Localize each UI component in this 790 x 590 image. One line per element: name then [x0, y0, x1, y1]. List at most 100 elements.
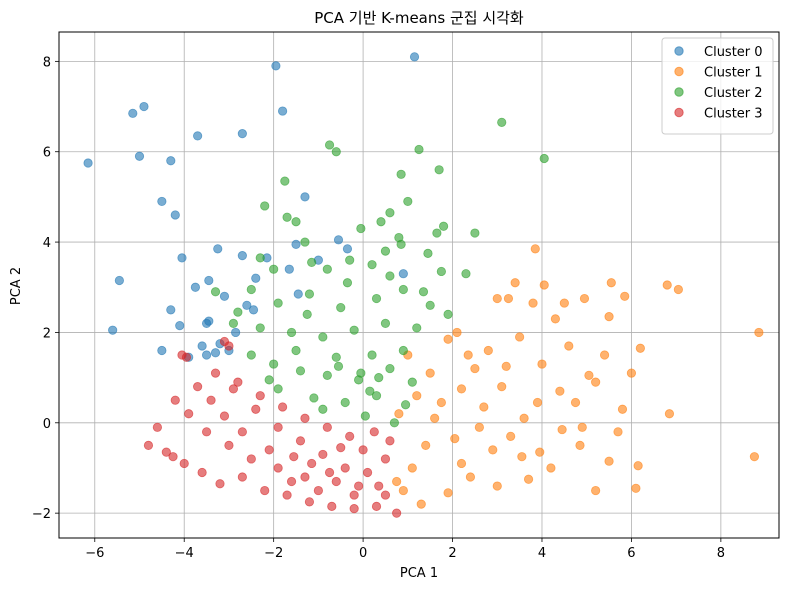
data-point	[224, 440, 234, 450]
data-point	[497, 117, 507, 127]
data-point	[535, 447, 545, 457]
data-point	[380, 246, 391, 256]
data-point	[546, 463, 556, 473]
data-point	[492, 293, 502, 304]
data-point	[304, 289, 315, 299]
y-tick-label: −2	[32, 507, 51, 522]
data-point	[204, 316, 214, 326]
data-point	[170, 395, 180, 405]
data-point	[396, 239, 406, 249]
data-point	[177, 253, 187, 263]
data-point	[304, 497, 315, 507]
data-point	[184, 409, 194, 419]
data-point	[604, 456, 614, 466]
data-point	[450, 434, 460, 444]
legend-marker	[674, 107, 684, 118]
data-point	[398, 284, 408, 295]
data-point	[210, 348, 221, 358]
data-point	[380, 454, 391, 464]
data-point	[673, 284, 683, 295]
data-point	[206, 395, 216, 405]
data-point	[577, 422, 587, 432]
data-point	[260, 201, 270, 211]
series-cluster-1	[392, 244, 764, 509]
data-point	[273, 422, 283, 432]
data-point	[403, 196, 413, 207]
data-point	[474, 422, 484, 432]
data-point	[280, 176, 290, 186]
data-point	[219, 411, 230, 421]
data-point	[354, 481, 364, 491]
data-point	[479, 402, 489, 412]
y-tick-label: 6	[43, 146, 51, 161]
data-point	[251, 273, 261, 283]
data-point	[365, 386, 375, 396]
data-point	[519, 413, 529, 423]
data-point	[313, 485, 323, 496]
data-point	[425, 368, 435, 378]
data-point	[237, 251, 247, 261]
data-point	[201, 427, 212, 437]
data-point	[324, 467, 335, 478]
data-point	[264, 375, 274, 385]
data-point	[371, 293, 382, 304]
data-point	[157, 345, 167, 356]
data-point	[273, 298, 283, 308]
data-point	[515, 332, 525, 342]
legend-label: Cluster 0	[704, 45, 763, 60]
data-point	[251, 404, 261, 414]
data-point	[231, 327, 241, 338]
data-point	[309, 393, 319, 403]
chart-title: PCA 기반 K-means 군집 시각화	[314, 9, 524, 27]
data-point	[345, 255, 355, 265]
data-point	[322, 370, 332, 380]
data-point	[179, 458, 189, 469]
data-point	[456, 384, 467, 394]
data-point	[436, 397, 446, 408]
data-point	[342, 244, 353, 254]
data-point	[168, 452, 178, 462]
data-point	[197, 467, 207, 478]
data-point	[331, 147, 341, 157]
data-point	[349, 490, 359, 500]
data-point	[108, 325, 118, 335]
legend-box	[661, 37, 774, 135]
data-point	[336, 302, 346, 313]
data-point	[409, 52, 420, 62]
data-point	[210, 287, 221, 297]
data-point	[463, 350, 473, 360]
data-point	[501, 361, 511, 371]
legend-label: Cluster 1	[704, 66, 763, 81]
data-point	[371, 501, 382, 511]
data-point	[269, 264, 279, 274]
data-point	[412, 323, 422, 333]
data-point	[333, 235, 344, 245]
data-point	[340, 463, 350, 473]
data-point	[407, 463, 417, 473]
data-point	[438, 221, 449, 231]
data-point	[392, 476, 402, 487]
legend-marker	[674, 46, 684, 56]
data-point	[465, 472, 476, 482]
legend-marker	[674, 66, 684, 77]
data-point	[291, 217, 301, 227]
data-point	[461, 269, 471, 279]
data-point	[517, 452, 527, 462]
data-point	[242, 300, 252, 310]
data-point	[434, 165, 444, 175]
data-point	[291, 239, 301, 249]
data-point	[432, 228, 442, 238]
data-point	[128, 108, 138, 118]
data-point	[385, 363, 395, 374]
data-point	[295, 436, 306, 446]
data-point	[213, 244, 223, 254]
x-tick-label: 2	[448, 546, 456, 561]
data-point	[336, 443, 346, 453]
data-point	[510, 278, 520, 288]
data-point	[506, 431, 516, 441]
data-point	[396, 169, 406, 179]
data-point	[394, 409, 404, 419]
data-point	[318, 404, 328, 414]
data-point	[264, 445, 274, 455]
data-point	[255, 253, 265, 263]
